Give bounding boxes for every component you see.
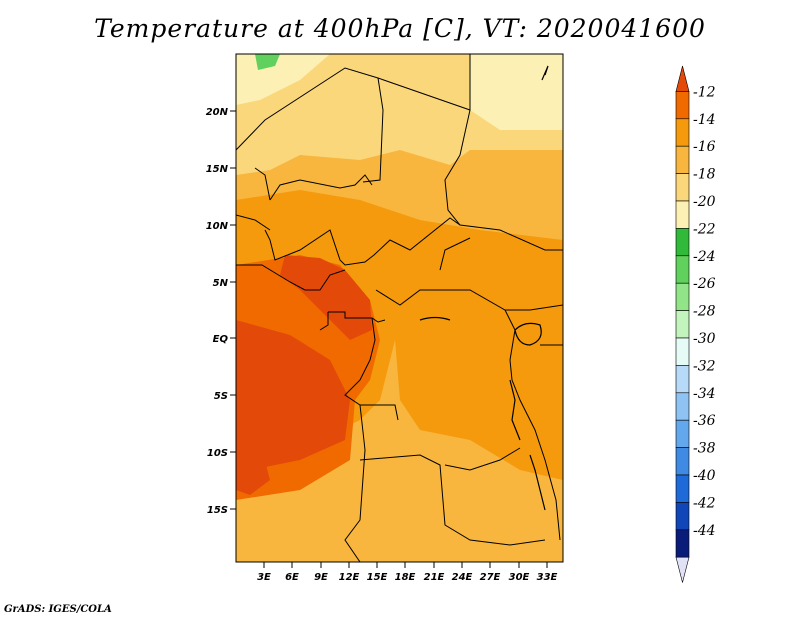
colorbar-segment xyxy=(675,255,690,284)
country-borders xyxy=(236,54,563,562)
colorbar-label: -44 xyxy=(693,523,716,539)
field-green-patch xyxy=(255,54,280,70)
colorbar-label: -34 xyxy=(693,386,716,402)
lakes xyxy=(419,65,549,511)
colorbar-label: -16 xyxy=(693,139,716,155)
colorbar-label: -24 xyxy=(693,249,716,265)
colorbar-segment xyxy=(675,228,690,257)
colorbar-label: -20 xyxy=(693,194,716,210)
lat-label: 15S xyxy=(207,505,228,516)
map-frame xyxy=(235,53,564,563)
colorbar-label: -28 xyxy=(693,304,716,320)
temperature-field xyxy=(236,54,563,562)
field-southwest-cool xyxy=(236,500,360,562)
colorbar-segment xyxy=(675,392,690,421)
lat-label: 20N xyxy=(206,107,229,118)
colorbar-label: -42 xyxy=(693,495,716,511)
lat-label: 5N xyxy=(213,278,229,289)
lon-label: 15E xyxy=(367,572,388,583)
colorbar-segment xyxy=(675,337,690,366)
lon-label: 24E xyxy=(452,572,473,583)
lon-label: 33E xyxy=(537,572,558,583)
field-south-cool xyxy=(360,440,563,562)
colorbar-segment xyxy=(675,200,690,229)
colorbar-segment xyxy=(675,365,690,394)
colorbar-label: -40 xyxy=(693,468,716,484)
colorbar-label: -38 xyxy=(693,441,716,457)
field-east-warm xyxy=(380,260,563,480)
colorbar-segment xyxy=(675,419,690,448)
field-gulf-core xyxy=(280,255,372,340)
colorbar-label: -32 xyxy=(693,358,716,374)
colorbar-segment xyxy=(675,173,690,202)
lon-label: 18E xyxy=(395,572,416,583)
lat-label: 15N xyxy=(206,164,229,175)
lon-label: 9E xyxy=(314,572,328,583)
colorbar-label: -14 xyxy=(693,112,716,128)
colorbar-label: -26 xyxy=(693,276,716,292)
colorbar: -12 -14 -16 -18 -20 -22 -24 -26 -28 -30 -32 -34 -36 -… xyxy=(675,65,716,583)
lon-label: 12E xyxy=(339,572,360,583)
grads-credit: GrADS: IGES/COLA xyxy=(4,604,112,615)
colorbar-segment xyxy=(675,282,690,311)
colorbar-segment xyxy=(675,310,690,339)
lon-label: 30E xyxy=(509,572,530,583)
lat-label: 5S xyxy=(214,391,228,402)
colorbar-label: -22 xyxy=(693,221,716,237)
colorbar-label: -36 xyxy=(693,413,716,429)
field-southwest-hot xyxy=(236,440,270,495)
colorbar-segment xyxy=(675,474,690,503)
field-west-hottest xyxy=(236,320,350,470)
lon-label: 21E xyxy=(424,572,445,583)
colorbar-segment xyxy=(675,118,690,147)
lon-label: 6E xyxy=(285,572,299,583)
colorbar-segment xyxy=(675,91,690,120)
colorbar-segment xyxy=(675,65,690,92)
latitude-axis: 20N 15N 10N 5N EQ 5S 10S 15S xyxy=(206,107,236,516)
colorbar-segment xyxy=(675,502,690,531)
colorbar-label: -12 xyxy=(693,84,716,100)
longitude-axis: 3E 6E 9E 12E 15E 18E 21E 24E 27E 30E 33E xyxy=(257,562,558,583)
colorbar-label: -18 xyxy=(693,167,716,183)
lat-label: 10N xyxy=(206,221,229,232)
colorbar-label: -30 xyxy=(693,331,716,347)
map-title: Temperature at 400hPa [C], VT: 202004160… xyxy=(94,14,706,43)
colorbar-segment xyxy=(675,529,690,558)
lat-label: EQ xyxy=(213,334,229,345)
lon-label: 3E xyxy=(257,572,271,583)
colorbar-segment xyxy=(675,556,690,583)
lon-label: 27E xyxy=(480,572,501,583)
colorbar-segment xyxy=(675,145,690,174)
lat-label: 10S xyxy=(207,448,228,459)
colorbar-segment xyxy=(675,447,690,476)
field-northeast-cold xyxy=(470,54,563,130)
